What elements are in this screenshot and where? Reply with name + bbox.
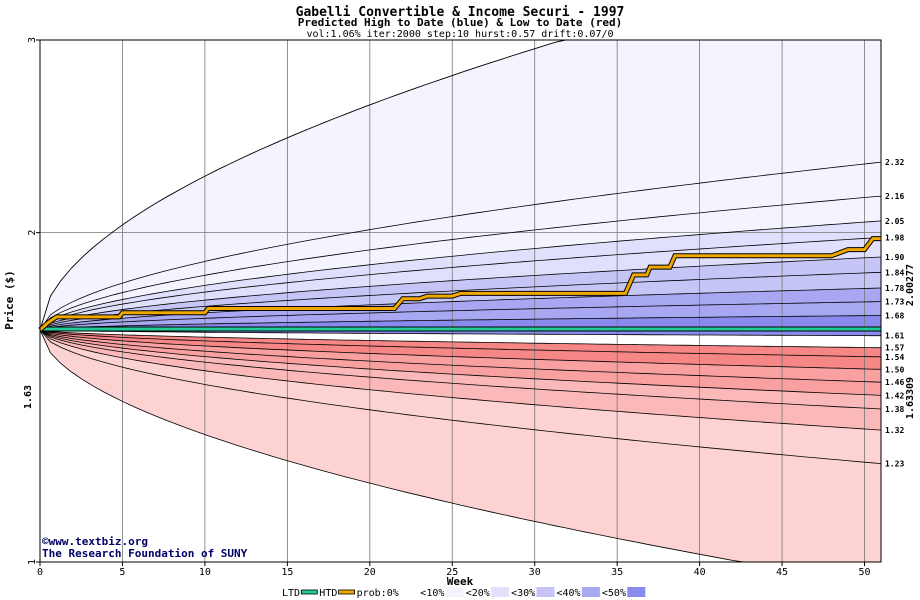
- blue-band-0: [40, 162, 881, 330]
- x-tick-label-25: 25: [446, 567, 458, 578]
- x-tick-label-30: 30: [529, 567, 541, 578]
- legend-swatch-4: [491, 587, 510, 597]
- x-tick-label-50: 50: [858, 567, 870, 578]
- contour-line-12: [39, 329, 882, 370]
- legend-label-5: <30%: [511, 588, 535, 599]
- level-label-15: 1.38: [885, 405, 904, 414]
- level-label-13: 1.46: [885, 378, 904, 387]
- level-label-1: 2.16: [885, 192, 904, 201]
- blue-band-2: [40, 220, 881, 330]
- red-band-7: [40, 329, 881, 562]
- level-label-0: 2.32: [885, 158, 904, 167]
- contour-line-0: [39, 161, 882, 331]
- legend-label-3: <10%: [420, 588, 444, 599]
- probability-bands: [40, 40, 881, 562]
- legend-label-1: HTD: [319, 588, 337, 599]
- level-label-10: 1.57: [885, 344, 904, 353]
- ltd-value-label: 1.63309: [905, 377, 916, 419]
- htd-value-label: 2.00277: [905, 264, 916, 306]
- red-band-2: [40, 329, 881, 383]
- level-label-9: 1.61: [885, 332, 904, 341]
- red-band-3: [40, 329, 881, 396]
- x-tick-label-45: 45: [776, 567, 788, 578]
- red-band-1: [40, 329, 881, 370]
- x-tick-label-10: 10: [199, 567, 211, 578]
- level-label-4: 1.90: [885, 253, 904, 262]
- level-label-6: 1.78: [885, 284, 904, 293]
- x-axis-label: Week: [447, 575, 474, 588]
- level-label-7: 1.73: [885, 298, 904, 307]
- legend-label-4: <20%: [466, 588, 490, 599]
- level-label-8: 1.68: [885, 311, 904, 320]
- legend-label-7: <50%: [602, 588, 626, 599]
- legend-label-0: LTD: [282, 588, 300, 599]
- x-tick-label-40: 40: [694, 567, 706, 578]
- contour-line-9: [39, 329, 881, 337]
- level-lines: [39, 39, 882, 563]
- contour-line-1: [39, 195, 882, 331]
- red-band-5: [40, 329, 881, 431]
- contour-line-15: [39, 329, 882, 410]
- contour-line-8: [39, 315, 882, 331]
- y-tick-label-1: 1: [27, 559, 38, 565]
- level-label-11: 1.54: [885, 353, 904, 362]
- blue-band-4: [40, 257, 881, 330]
- level-label-3: 1.98: [885, 233, 904, 242]
- blue-band-6: [40, 288, 881, 330]
- contour-line-10: [39, 329, 882, 349]
- contour-line-16: [39, 329, 882, 431]
- contour-line-14: [39, 329, 882, 396]
- legend-swatch-7: [627, 587, 646, 597]
- level-label-5: 1.84: [885, 268, 904, 277]
- y-tick-label-2: 2: [27, 230, 38, 236]
- y-axis-label: Price ($): [3, 270, 16, 330]
- chart-title: Gabelli Convertible & Income Securi - 19…: [296, 5, 625, 20]
- legend-swatch-1: [338, 589, 356, 595]
- level-label-17: 1.23: [885, 460, 904, 469]
- legend-label-6: <40%: [557, 588, 581, 599]
- credit-line-1: ©www.textbiz.org: [42, 535, 148, 548]
- contour-line-11: [39, 329, 882, 358]
- x-tick-label-15: 15: [281, 567, 293, 578]
- axis-ticks: 0 5 10 15 20 25 30 35 40 45 50 1 2 3: [27, 37, 871, 578]
- x-tick-label-0: 0: [37, 567, 43, 578]
- level-label-12: 1.50: [885, 365, 904, 374]
- red-band-4: [40, 329, 881, 409]
- contour-line-3: [39, 237, 882, 331]
- legend-swatch-2: [400, 587, 419, 597]
- level-label-16: 1.32: [885, 426, 904, 435]
- blue-band-outer: [40, 40, 881, 330]
- legend-swatch-0: [300, 589, 318, 595]
- level-labels: 2.32 2.16 2.05 1.98 1.90 1.84 1.78 1.73 1.68 1.61…: [885, 158, 904, 469]
- contour-line-4: [39, 256, 882, 331]
- chart-subtitle: Predicted High to Date (blue) & Low to D…: [298, 16, 623, 29]
- blue-band-1: [40, 196, 881, 330]
- level-label-2: 2.05: [885, 217, 904, 226]
- red-band-6: [40, 329, 881, 464]
- chart-params: vol:1.06% iter:2000 step:10 hurst:0.57 d…: [306, 29, 613, 40]
- contour-line-13: [39, 329, 882, 383]
- credit-line-2: The Research Foundation of SUNY: [42, 547, 248, 560]
- legend-swatch-6: [581, 587, 600, 597]
- start-price-label: 1.63: [23, 385, 34, 409]
- htd-line: [39, 237, 881, 332]
- legend: LTD HTD prob:0% <10% <20% <30% <40% <50%: [282, 587, 646, 599]
- plot-frame: [39, 39, 882, 563]
- contour-line-2: [39, 220, 882, 331]
- series-paths: [38, 236, 881, 332]
- contour-line-17: [39, 329, 882, 464]
- legend-swatch-3: [445, 587, 464, 597]
- contour-line-5: [39, 271, 882, 331]
- legend-swatch-5: [536, 587, 555, 597]
- legend-label-2: prob:0%: [357, 588, 399, 599]
- contour-line-7: [39, 301, 882, 331]
- x-tick-label-5: 5: [119, 567, 125, 578]
- x-tick-label-35: 35: [611, 567, 623, 578]
- y-tick-label-3: 3: [27, 37, 38, 43]
- red-band-0: [40, 329, 881, 357]
- level-label-14: 1.42: [885, 391, 904, 400]
- x-tick-label-20: 20: [364, 567, 376, 578]
